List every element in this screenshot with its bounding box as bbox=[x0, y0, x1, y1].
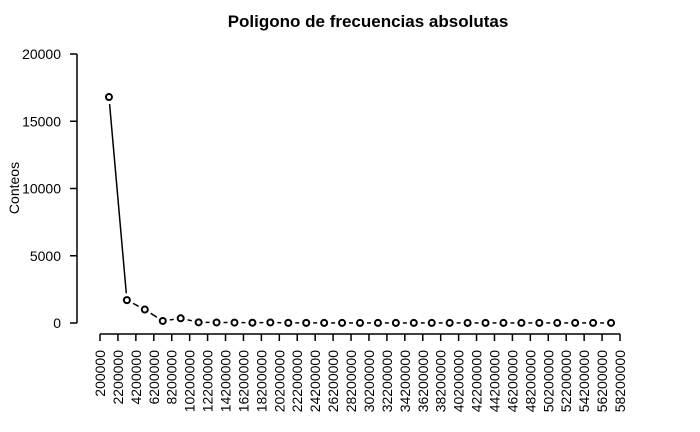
x-tick-label: 36200000 bbox=[415, 350, 431, 413]
data-point bbox=[373, 318, 382, 327]
x-tick-label: 20200000 bbox=[271, 350, 287, 413]
data-point bbox=[553, 318, 562, 327]
x-tick-label: 58200000 bbox=[612, 350, 628, 413]
x-tick-label: 14200000 bbox=[218, 350, 234, 413]
x-tick-label: 54200000 bbox=[576, 350, 592, 413]
data-point bbox=[445, 318, 454, 327]
y-axis: 0 5000 10000 15000 20000 bbox=[22, 46, 78, 331]
x-tick-label: 18200000 bbox=[253, 350, 269, 413]
x-tick-label: 2200000 bbox=[110, 350, 126, 405]
series-group bbox=[104, 93, 616, 327]
data-point bbox=[427, 318, 436, 327]
x-tick-label: 52200000 bbox=[558, 350, 574, 413]
data-point bbox=[212, 318, 221, 327]
x-tick-label: 8200000 bbox=[164, 350, 180, 405]
x-tick-label: 56200000 bbox=[594, 350, 610, 413]
series-segment bbox=[108, 103, 128, 294]
x-tick-label: 28200000 bbox=[343, 350, 359, 413]
data-point bbox=[517, 318, 526, 327]
series-segment bbox=[187, 319, 192, 322]
data-point bbox=[481, 318, 490, 327]
series-segment bbox=[150, 312, 158, 318]
series-segment bbox=[132, 302, 139, 307]
data-point bbox=[409, 318, 418, 327]
y-tick-label: 0 bbox=[53, 315, 61, 331]
data-point bbox=[158, 316, 167, 325]
x-tick-label: 44200000 bbox=[486, 350, 502, 413]
x-tick-label: 34200000 bbox=[397, 350, 413, 413]
x-tick-label: 4200000 bbox=[128, 350, 144, 405]
chart-title: Poligono de frecuencias absolutas bbox=[228, 12, 509, 31]
y-tick-label: 20000 bbox=[22, 46, 61, 62]
x-tick-label: 48200000 bbox=[522, 350, 538, 413]
x-tick-label: 16200000 bbox=[235, 350, 251, 413]
data-point bbox=[266, 318, 275, 327]
data-point bbox=[463, 318, 472, 327]
x-tick-label: 26200000 bbox=[325, 350, 341, 413]
x-tick-label: 30200000 bbox=[361, 350, 377, 413]
y-tick-label: 15000 bbox=[22, 113, 61, 129]
x-tick-label: 40200000 bbox=[451, 350, 467, 413]
data-point bbox=[122, 296, 131, 305]
x-tick-label: 38200000 bbox=[433, 350, 449, 413]
y-tick-label: 5000 bbox=[30, 248, 61, 264]
x-tick-label: 32200000 bbox=[379, 350, 395, 413]
series-segment bbox=[169, 318, 174, 321]
x-tick-label: 50200000 bbox=[540, 350, 556, 413]
data-point bbox=[284, 318, 293, 327]
data-point bbox=[248, 318, 257, 327]
x-tick-label: 22200000 bbox=[289, 350, 305, 413]
data-point bbox=[194, 318, 203, 327]
x-axis: 200000 2200000 4200000 6200000 8200000 102000… bbox=[92, 333, 628, 413]
data-point bbox=[338, 318, 347, 327]
data-point bbox=[607, 318, 616, 327]
data-point bbox=[104, 93, 113, 102]
x-tick-label: 42200000 bbox=[469, 350, 485, 413]
data-point bbox=[320, 318, 329, 327]
data-point bbox=[140, 305, 149, 314]
x-tick-label: 12200000 bbox=[200, 350, 216, 413]
x-tick-label: 10200000 bbox=[182, 350, 198, 413]
x-tick-label: 6200000 bbox=[146, 350, 162, 405]
data-point bbox=[230, 318, 239, 327]
data-point bbox=[176, 314, 185, 323]
data-point bbox=[391, 318, 400, 327]
y-tick-label: 10000 bbox=[22, 181, 61, 197]
x-tick-label: 200000 bbox=[92, 350, 108, 397]
data-point bbox=[589, 318, 598, 327]
data-point bbox=[356, 318, 364, 327]
y-axis-label: Conteos bbox=[6, 162, 22, 214]
x-tick-label: 24200000 bbox=[307, 350, 323, 413]
data-point bbox=[499, 318, 508, 327]
x-tick-label: 46200000 bbox=[504, 350, 520, 413]
data-point bbox=[535, 318, 544, 327]
data-point bbox=[302, 318, 311, 327]
data-point bbox=[571, 318, 580, 327]
